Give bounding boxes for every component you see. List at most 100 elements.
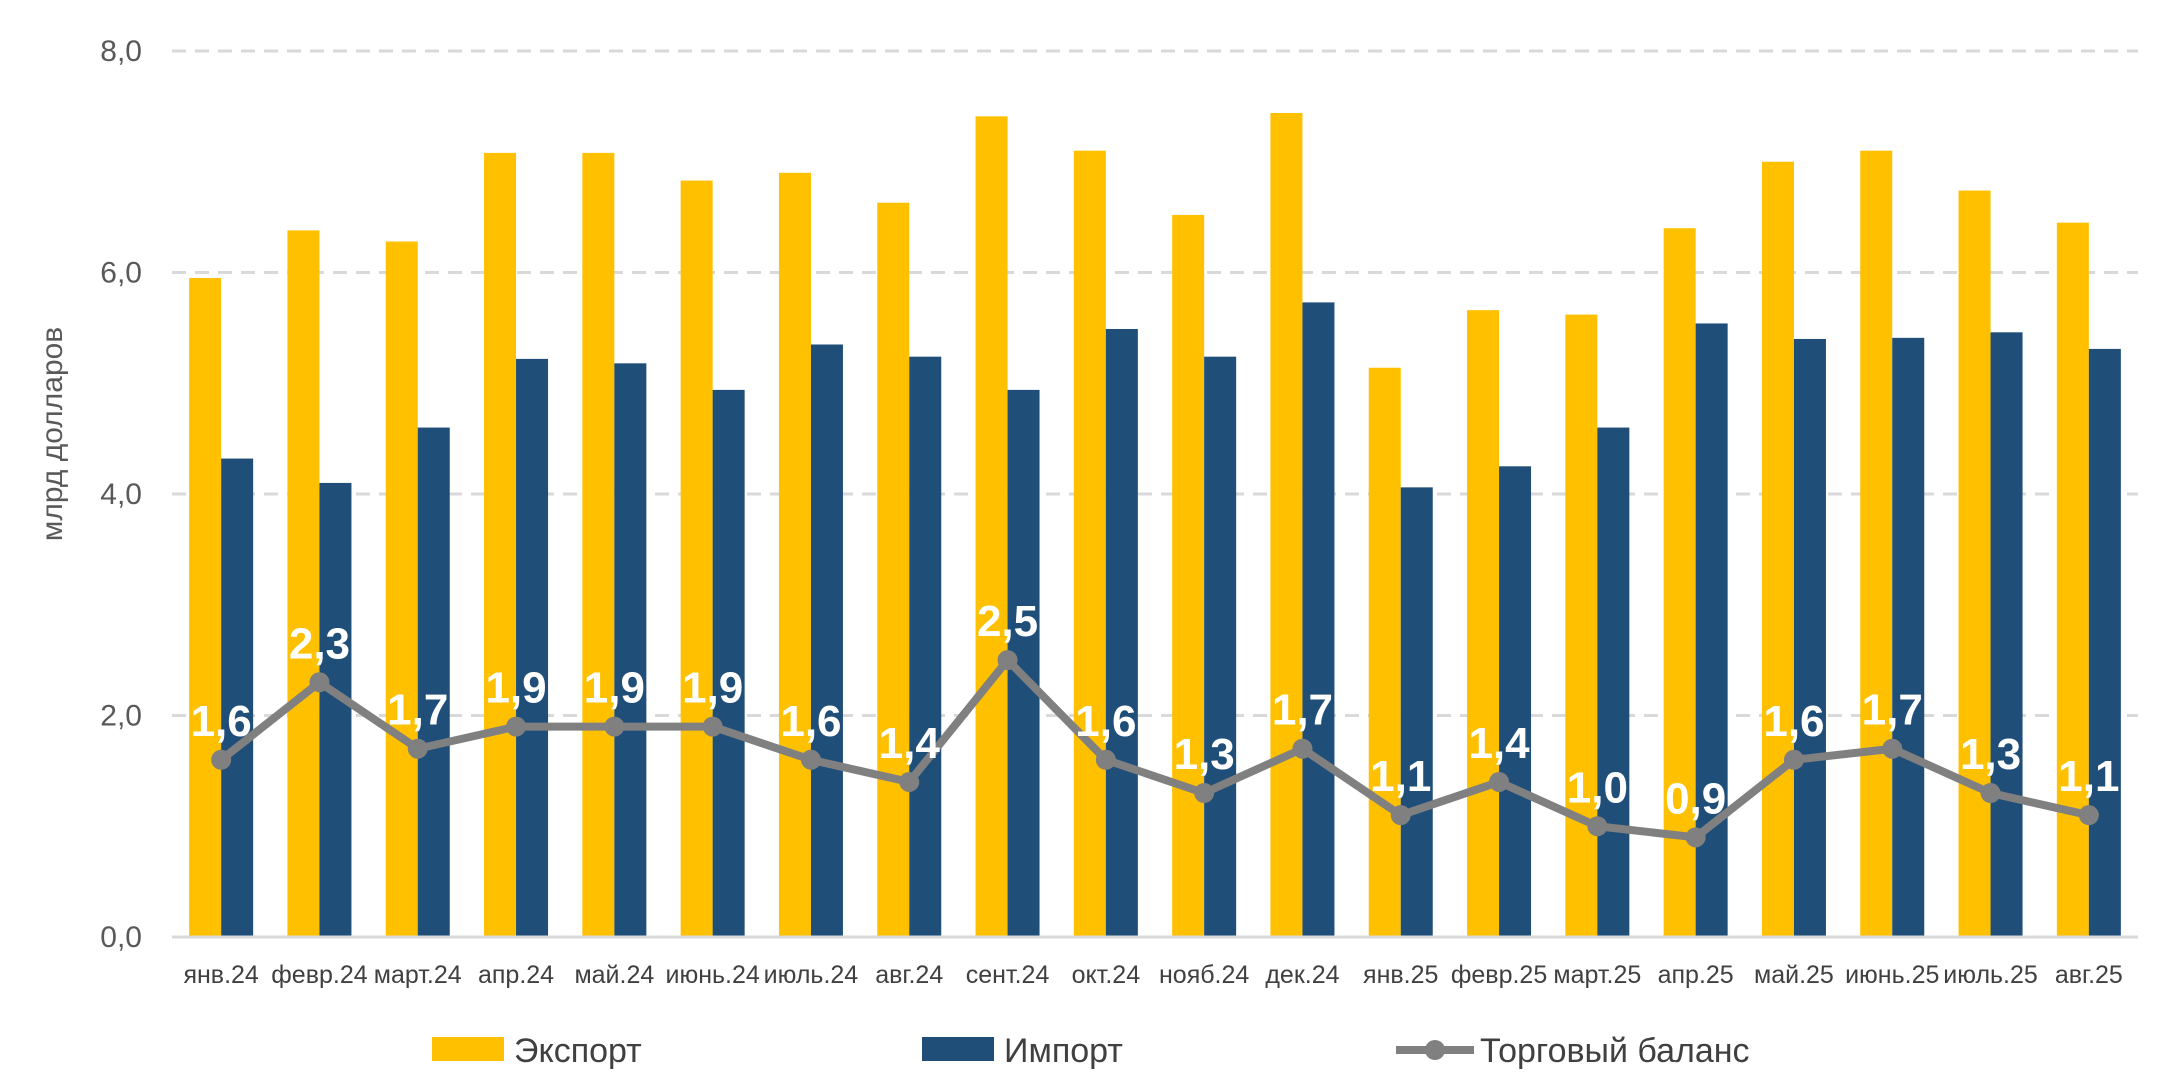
balance-data-label: 1,3 <box>1960 730 2021 779</box>
import-bar <box>319 482 352 937</box>
export-bar <box>287 230 320 938</box>
x-tick-label: май.24 <box>574 961 654 989</box>
export-bar <box>385 241 418 938</box>
import-bar <box>1204 356 1237 937</box>
import-bar <box>2088 348 2121 938</box>
export-bar <box>1663 228 1696 937</box>
balance-series-line <box>218 656 2090 842</box>
import-bar <box>417 427 450 937</box>
balance-line: 1,6 2,3 1,7 1,9 1,9 1,9 1,6 1,4 2,5 1,6 1,3 1,7 1,1 1… <box>191 597 2119 848</box>
balance-data-label: 2,5 <box>977 597 1038 646</box>
x-tick-label: авг.25 <box>2055 961 2123 989</box>
balance-data-label: 1,1 <box>1370 752 1431 801</box>
y-tick-label: 4,0 <box>100 478 142 511</box>
x-tick-label: окт.24 <box>1072 961 1141 989</box>
legend: Экспорт Импорт Торговый баланс <box>432 1032 1750 1070</box>
export-bar <box>877 202 910 938</box>
balance-data-label: 1,3 <box>1174 730 1235 779</box>
balance-point <box>309 672 330 693</box>
import-bar <box>712 389 745 937</box>
import-bar <box>1597 427 1630 937</box>
balance-data-label: 1,7 <box>1272 686 1333 735</box>
balance-data-label: 1,4 <box>1468 719 1530 768</box>
y-tick-label: 0,0 <box>100 921 142 954</box>
export-bar <box>2056 222 2089 938</box>
y-tick-label: 8,0 <box>100 35 142 68</box>
balance-data-label: 1,9 <box>584 664 645 713</box>
y-tick-label: 2,0 <box>100 700 142 733</box>
export-bar <box>1270 113 1303 937</box>
export-bar <box>1860 150 1893 938</box>
gridlines <box>172 49 2138 717</box>
balance-point <box>1095 749 1116 770</box>
balance-data-label: 0,9 <box>1665 774 1726 823</box>
y-tick-label: 6,0 <box>100 257 142 290</box>
x-tick-label: апр.25 <box>1658 961 1734 989</box>
balance-point <box>800 749 821 770</box>
balance-point <box>1882 738 1903 759</box>
import-bar <box>1793 338 1826 937</box>
x-tick-label: авг.24 <box>875 961 943 989</box>
import-bar <box>1892 337 1925 937</box>
legend-label-export: Экспорт <box>514 1032 642 1070</box>
x-tick-label: февр.25 <box>1451 961 1547 989</box>
x-tick-label: дек.24 <box>1265 961 1339 989</box>
y-axis-ticks: 0,0 2,0 4,0 6,0 8,0 <box>100 35 142 954</box>
balance-data-label: 2,3 <box>289 619 350 668</box>
x-tick-label: март.25 <box>1553 961 1641 989</box>
export-bar <box>1958 190 1991 938</box>
export-bar <box>484 152 517 937</box>
balance-point <box>899 771 920 792</box>
export-bar <box>189 278 222 938</box>
legend-label-balance: Торговый баланс <box>1480 1032 1750 1070</box>
x-tick-label: март.24 <box>374 961 462 989</box>
balance-data-label: 1,1 <box>2058 752 2119 801</box>
balance-point <box>1194 783 1215 804</box>
x-tick-label: апр.24 <box>478 961 554 989</box>
import-bar <box>1990 332 2023 937</box>
import-bar <box>1400 487 1433 937</box>
bars <box>189 113 2121 938</box>
import-bar <box>1302 302 1335 938</box>
export-bar <box>975 116 1008 937</box>
x-tick-label: сент.24 <box>966 961 1050 989</box>
import-bar <box>1499 466 1532 937</box>
x-tick-label: февр.24 <box>271 961 368 989</box>
legend-label-import: Импорт <box>1004 1032 1123 1070</box>
balance-point <box>1980 783 2001 804</box>
export-bar <box>778 172 811 937</box>
balance-point <box>407 738 428 759</box>
balance-data-label: 1,6 <box>1075 697 1136 746</box>
export-bar <box>1761 161 1794 937</box>
x-tick-label: янв.25 <box>1363 961 1438 989</box>
export-bar <box>1172 214 1205 937</box>
import-bar <box>614 363 647 937</box>
balance-data-label: 1,7 <box>387 686 448 735</box>
import-bar <box>909 356 942 937</box>
balance-point <box>2078 805 2099 826</box>
balance-point <box>211 749 232 770</box>
balance-data-label: 1,6 <box>780 697 841 746</box>
x-tick-label: июнь.24 <box>665 961 759 989</box>
balance-point <box>1783 749 1804 770</box>
balance-point <box>604 716 625 737</box>
export-bar <box>680 180 713 937</box>
balance-point <box>1587 816 1608 837</box>
export-bar <box>1073 150 1106 938</box>
export-bar <box>1565 314 1598 938</box>
x-tick-label: июнь.25 <box>1845 961 1939 989</box>
import-bar <box>810 344 843 937</box>
import-bar <box>1105 328 1138 937</box>
balance-point <box>1685 827 1706 848</box>
balance-point <box>1489 771 1510 792</box>
export-bar <box>1467 310 1500 937</box>
y-axis-label: млрд долларов <box>36 327 69 542</box>
x-tick-label: июль.24 <box>764 961 859 989</box>
balance-data-label: 1,6 <box>1763 697 1824 746</box>
x-axis-ticks: янв.24 февр.24 март.24 апр.24 май.24 июнь.24 и… <box>183 961 2122 989</box>
x-tick-label: янв.24 <box>183 961 258 989</box>
balance-data-label: 1,0 <box>1567 763 1628 812</box>
balance-point <box>506 716 527 737</box>
legend-swatch-export <box>432 1037 504 1061</box>
